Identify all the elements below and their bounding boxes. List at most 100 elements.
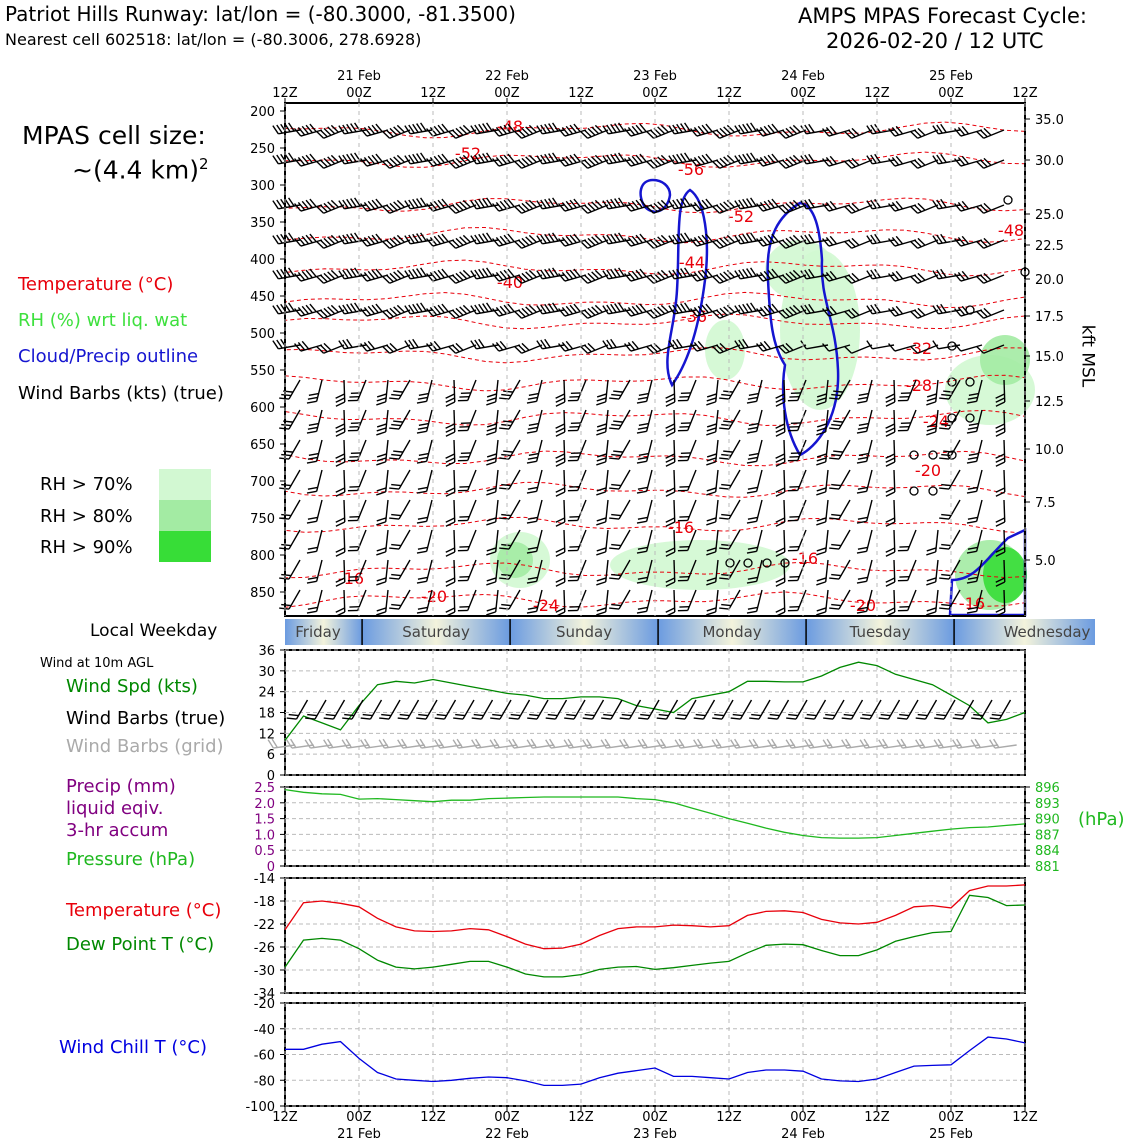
wind-barb-flag bbox=[376, 401, 386, 406]
wind-barb-flag bbox=[389, 397, 400, 400]
wind-barb bbox=[491, 340, 521, 352]
wind-barb-flag bbox=[900, 392, 911, 395]
y-tick-label: 2.5 bbox=[254, 781, 275, 796]
wind-barb-flag bbox=[583, 309, 592, 318]
wind-barb-flag bbox=[614, 123, 621, 133]
wind-barb-flag bbox=[462, 234, 471, 243]
wind-barb bbox=[778, 304, 807, 319]
wind-barb bbox=[486, 469, 499, 496]
wind-barb-flag bbox=[478, 338, 485, 348]
wind-barb-flag bbox=[335, 491, 346, 497]
wind-barb bbox=[885, 469, 896, 497]
wind-barb-flag bbox=[957, 236, 966, 246]
wind-barb-flag bbox=[979, 129, 988, 138]
wind-barb-flag bbox=[528, 422, 539, 426]
wind-barb-flag bbox=[639, 198, 647, 208]
wind-barb-flag bbox=[344, 713, 355, 717]
wind-barb-flag bbox=[301, 125, 310, 135]
wind-barb bbox=[677, 379, 697, 402]
wind-barb-flag bbox=[857, 546, 868, 550]
wind-barb-flag bbox=[917, 272, 926, 281]
wind-barb-flag bbox=[746, 580, 757, 584]
wind-barb-flag bbox=[755, 158, 764, 167]
wind-barb-flag bbox=[416, 123, 423, 133]
rh-blob bbox=[980, 335, 1030, 385]
wind-barb-flag bbox=[404, 200, 411, 210]
wind-barb bbox=[286, 699, 309, 720]
wind-barb-flag bbox=[470, 155, 477, 165]
wind-barb-flag bbox=[408, 154, 415, 164]
wind-barb-flag bbox=[301, 305, 310, 315]
wind-barb-flag bbox=[307, 396, 318, 400]
wind-barb-flag bbox=[482, 198, 489, 208]
wind-barb-flag bbox=[618, 302, 625, 312]
series-line-dew-point-t bbox=[284, 894, 1026, 978]
wind-barb-flag bbox=[689, 158, 698, 167]
wind-barb-flag bbox=[781, 309, 790, 318]
wind-barb-flag bbox=[478, 153, 485, 163]
wind-barb bbox=[279, 559, 301, 580]
wind-barb bbox=[887, 235, 917, 247]
wind-barb-flag bbox=[375, 198, 383, 208]
wind-barb bbox=[448, 199, 477, 214]
wind-barb-flag bbox=[979, 309, 988, 318]
forecast-cycle-title: AMPS MPAS Forecast Cycle: bbox=[798, 4, 1087, 28]
wind-barb-flag bbox=[961, 125, 970, 135]
wind-barb-flag bbox=[637, 396, 648, 400]
wind-barb bbox=[335, 439, 346, 467]
wind-barb-flag bbox=[983, 237, 992, 246]
wind-barb-flag bbox=[393, 450, 404, 453]
temperature-contour-label: -24 bbox=[533, 596, 559, 615]
wind-barbs-grid-label: Wind Barbs (grid) bbox=[66, 736, 224, 757]
wind-barb-flag bbox=[451, 309, 460, 318]
wind-barb-flag bbox=[785, 272, 794, 281]
wind-barb-flag bbox=[297, 341, 306, 351]
temperature-contour-line bbox=[284, 226, 1026, 244]
wind-barb-flag bbox=[376, 607, 387, 612]
wind-barb bbox=[636, 409, 653, 434]
wind-barb-flag bbox=[437, 304, 445, 314]
wind-barb-flag bbox=[547, 713, 558, 717]
y-tick-label: -30 bbox=[254, 964, 275, 979]
wind-barb bbox=[267, 738, 296, 749]
forecast-cycle-date: 2026-02-20 / 12 UTC bbox=[826, 29, 1044, 53]
wind-barb-flag bbox=[591, 271, 600, 280]
wind-barb-flag bbox=[885, 517, 895, 523]
wind-barb-flag bbox=[412, 198, 419, 208]
wind-barb-flag bbox=[668, 125, 675, 135]
wind-barb-flag bbox=[596, 431, 606, 436]
wind-barb-flag bbox=[376, 577, 387, 582]
wind-barb-flag bbox=[512, 738, 519, 748]
wind-barb-flag bbox=[536, 305, 543, 315]
wind-barb-flag bbox=[385, 159, 394, 168]
wind-barb-flag bbox=[470, 235, 477, 245]
wind-barb-flag bbox=[974, 738, 981, 748]
rh-shading-layer bbox=[490, 240, 1035, 610]
wind-barb-flag bbox=[665, 401, 676, 407]
wind-barb bbox=[316, 154, 345, 169]
wind-barb bbox=[677, 439, 697, 462]
wind-barb bbox=[526, 738, 555, 749]
wind-barb-flag bbox=[335, 423, 345, 429]
wind-barb bbox=[856, 529, 873, 554]
wind-barb-flag bbox=[870, 269, 877, 279]
wind-barb-flag bbox=[308, 452, 319, 456]
wind-barb-flag bbox=[417, 456, 428, 460]
wind-barb-flag bbox=[660, 304, 669, 313]
wind-barb bbox=[910, 344, 939, 354]
temperature-contour-label: -20 bbox=[421, 587, 447, 606]
wind-barb-flag bbox=[915, 717, 926, 720]
wind-barb-flag bbox=[701, 124, 709, 134]
wind-barb-flag bbox=[514, 345, 523, 354]
wind-barb-flag bbox=[495, 236, 504, 246]
wind-barb-flag bbox=[792, 304, 801, 313]
wind-barb-flag bbox=[954, 713, 965, 717]
wind-barb bbox=[821, 343, 851, 352]
wind-barb bbox=[856, 499, 873, 524]
wind-barb bbox=[457, 379, 477, 402]
wind-barb-flag bbox=[746, 520, 757, 524]
wind-barb-flag bbox=[660, 124, 669, 133]
wind-barb-flag bbox=[767, 199, 775, 209]
wind-barb bbox=[557, 123, 587, 137]
wind-barb-flag bbox=[825, 156, 834, 166]
